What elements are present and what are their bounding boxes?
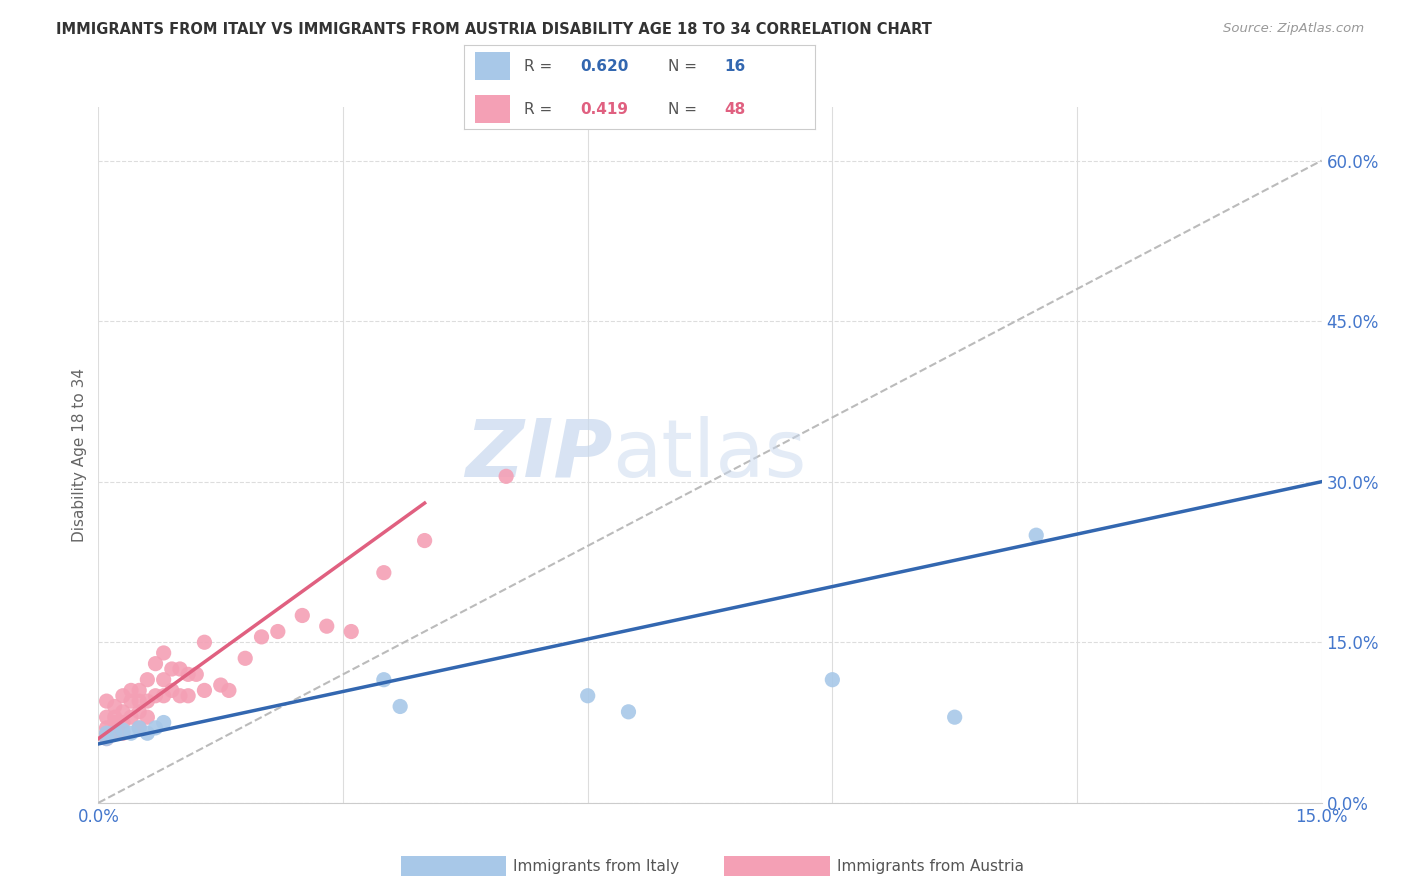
- Point: [160, 683, 183, 698]
- Point: [145, 721, 167, 735]
- Point: [169, 662, 191, 676]
- Text: atlas: atlas: [612, 416, 807, 494]
- Point: [373, 673, 395, 687]
- Point: [152, 646, 174, 660]
- Text: N =: N =: [668, 102, 702, 117]
- Point: [111, 705, 134, 719]
- Text: R =: R =: [524, 102, 557, 117]
- Point: [145, 657, 167, 671]
- Point: [250, 630, 273, 644]
- Point: [104, 726, 127, 740]
- Point: [193, 635, 215, 649]
- Point: [120, 694, 142, 708]
- Point: [104, 699, 127, 714]
- Point: [120, 683, 142, 698]
- Text: ZIP: ZIP: [465, 416, 612, 494]
- Point: [120, 710, 142, 724]
- Point: [943, 710, 966, 724]
- Point: [169, 689, 191, 703]
- Point: [96, 731, 118, 746]
- Text: Source: ZipAtlas.com: Source: ZipAtlas.com: [1223, 22, 1364, 36]
- Point: [373, 566, 395, 580]
- Text: 48: 48: [724, 102, 745, 117]
- Point: [340, 624, 363, 639]
- Point: [186, 667, 208, 681]
- Point: [136, 710, 159, 724]
- Point: [821, 673, 844, 687]
- Point: [193, 683, 215, 698]
- Point: [389, 699, 412, 714]
- FancyBboxPatch shape: [475, 95, 510, 122]
- Point: [96, 726, 118, 740]
- Text: 0.620: 0.620: [581, 59, 628, 74]
- Point: [111, 726, 134, 740]
- Point: [96, 721, 118, 735]
- Point: [218, 683, 240, 698]
- Point: [209, 678, 232, 692]
- Point: [136, 726, 159, 740]
- Point: [177, 667, 200, 681]
- Point: [96, 726, 118, 740]
- Point: [576, 689, 599, 703]
- Point: [233, 651, 256, 665]
- Point: [96, 710, 118, 724]
- Point: [128, 721, 150, 735]
- Point: [152, 715, 174, 730]
- Text: 0.419: 0.419: [581, 102, 628, 117]
- Text: Immigrants from Austria: Immigrants from Austria: [837, 859, 1024, 873]
- Text: Immigrants from Italy: Immigrants from Italy: [513, 859, 679, 873]
- Point: [145, 689, 167, 703]
- Text: N =: N =: [668, 59, 702, 74]
- Point: [413, 533, 436, 548]
- Point: [136, 694, 159, 708]
- Point: [96, 694, 118, 708]
- Point: [617, 705, 640, 719]
- Point: [315, 619, 337, 633]
- Point: [160, 662, 183, 676]
- Point: [152, 673, 174, 687]
- Point: [111, 723, 134, 737]
- Point: [495, 469, 517, 483]
- Point: [104, 715, 127, 730]
- Point: [128, 694, 150, 708]
- Point: [111, 689, 134, 703]
- Text: R =: R =: [524, 59, 557, 74]
- Y-axis label: Disability Age 18 to 34: Disability Age 18 to 34: [72, 368, 87, 542]
- Point: [152, 689, 174, 703]
- Point: [1025, 528, 1047, 542]
- Point: [267, 624, 290, 639]
- Text: 16: 16: [724, 59, 745, 74]
- Point: [136, 673, 159, 687]
- Point: [104, 726, 127, 740]
- Point: [128, 721, 150, 735]
- FancyBboxPatch shape: [475, 53, 510, 80]
- Point: [128, 683, 150, 698]
- Point: [104, 710, 127, 724]
- Point: [111, 715, 134, 730]
- Point: [96, 731, 118, 746]
- Text: IMMIGRANTS FROM ITALY VS IMMIGRANTS FROM AUSTRIA DISABILITY AGE 18 TO 34 CORRELA: IMMIGRANTS FROM ITALY VS IMMIGRANTS FROM…: [56, 22, 932, 37]
- Point: [128, 705, 150, 719]
- Point: [177, 689, 200, 703]
- Point: [291, 608, 314, 623]
- Point: [120, 726, 142, 740]
